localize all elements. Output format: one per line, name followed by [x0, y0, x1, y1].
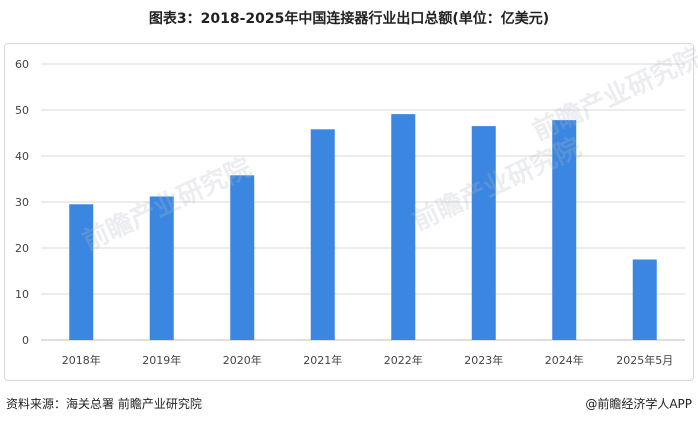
y-tick-label: 0 [22, 334, 29, 347]
y-tick-label: 60 [15, 58, 29, 71]
y-tick-label: 50 [15, 104, 29, 117]
credit-text: @前瞻经济学人APP [585, 397, 692, 411]
x-tick-label: 2025年5月 [616, 353, 673, 367]
bar [391, 114, 416, 340]
y-tick-label: 40 [15, 150, 29, 163]
bar [149, 196, 174, 340]
x-tick-label: 2022年 [384, 353, 423, 367]
x-tick-label: 2020年 [223, 353, 262, 367]
chart-title: 图表3：2018-2025年中国连接器行业出口总额(单位：亿美元) [148, 11, 550, 27]
x-tick-label: 2019年 [142, 353, 181, 367]
x-tick-label: 2018年 [62, 353, 101, 367]
bar [69, 204, 94, 340]
y-tick-label: 20 [15, 242, 29, 255]
bar [632, 259, 657, 340]
source-text: 海关总署 前瞻产业研究院 [66, 397, 202, 411]
x-tick-label: 2021年 [303, 353, 342, 367]
bar [230, 175, 255, 340]
x-tick-label: 2024年 [545, 353, 584, 367]
bar [552, 120, 577, 341]
source-label: 资料来源： [6, 397, 67, 411]
y-tick-label: 10 [15, 288, 29, 301]
bar [310, 129, 335, 340]
footer: 资料来源：海关总署 前瞻产业研究院 @前瞻经济学人APP [6, 395, 692, 412]
x-tick-label: 2023年 [464, 353, 503, 367]
y-tick-label: 30 [15, 196, 29, 209]
bar-chart: 0 10 20 30 40 50 60 2018年 2019年 2020年 2021年 2022年 20… [15, 58, 685, 367]
chart-frame: 0 10 20 30 40 50 60 2018年 2019年 2020年 2021年 2022年 20… [4, 43, 698, 381]
bar [471, 126, 496, 340]
